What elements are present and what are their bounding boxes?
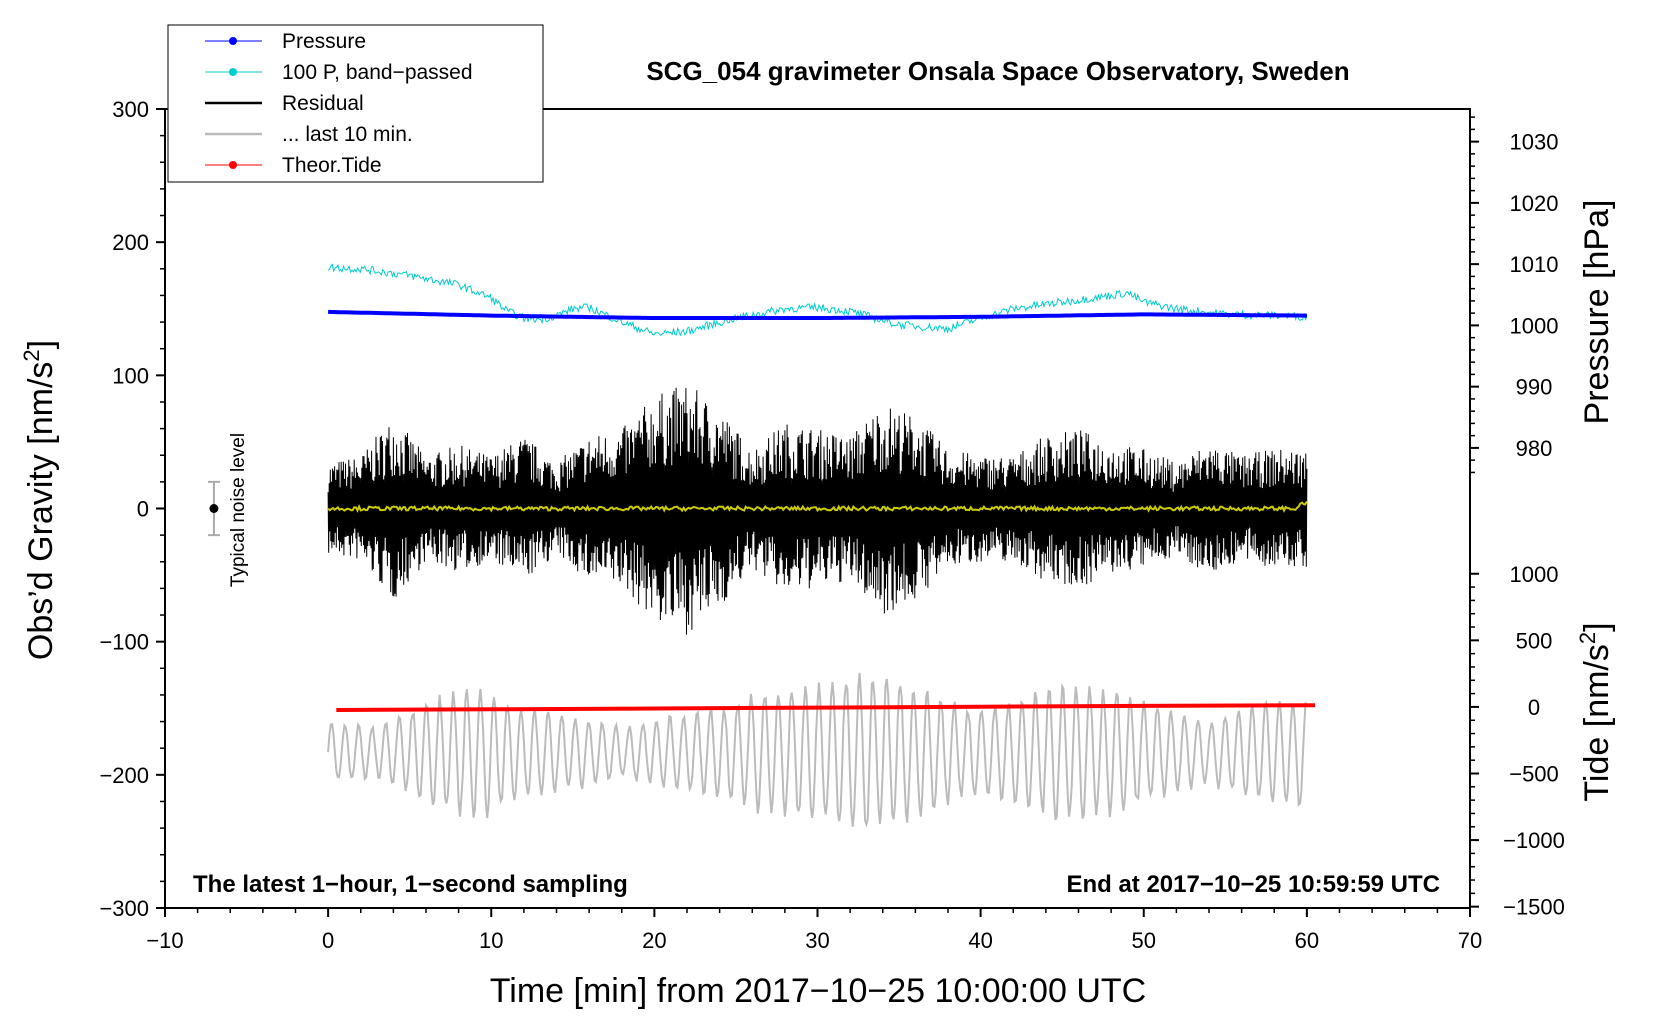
annotation-sampling: The latest 1−hour, 1−second sampling <box>193 871 628 898</box>
y-axis-left-label-close: ] <box>22 340 60 349</box>
legend-swatch-dot <box>229 161 237 169</box>
legend-label: Residual <box>282 92 364 115</box>
y-axis-left-label: Obs’d Gravity [nm/s2] <box>19 340 60 660</box>
noise-bar-dot <box>209 504 219 513</box>
pressure-tick-label: 1030 <box>1510 130 1559 155</box>
y-axis-right-tide-label: Tide [nm/s2] <box>1575 622 1616 801</box>
last-10-min-line <box>327 672 1308 828</box>
tide-line <box>336 703 1316 712</box>
noise-level-label: Typical noise level <box>228 433 249 587</box>
series-layer <box>327 263 1316 828</box>
tide-axis-ticks: 1000 500 0 −500 −1000 −1500 <box>1470 562 1565 920</box>
x-tick-label: 20 <box>642 928 666 953</box>
y-axis-left-ticks: 300 200 100 0 −100 −200 −300 <box>99 97 165 921</box>
y-left-tick-label: 200 <box>112 230 149 255</box>
x-tick-label: 40 <box>968 928 992 953</box>
pressure-tick-label: 1000 <box>1510 313 1559 338</box>
y-left-tick-label: −300 <box>99 896 149 921</box>
legend-label: 100 P, band−passed <box>282 61 473 84</box>
y-left-tick-label: −100 <box>99 630 149 655</box>
y-axis-right-tide-label-sup: 2 <box>1575 632 1600 644</box>
noise-bar <box>207 480 220 537</box>
pressure-tick-label: 1020 <box>1510 191 1559 216</box>
y-axis-left-label-main: Obs’d Gravity [nm/s <box>22 362 60 661</box>
residual-mean-line <box>327 500 1308 513</box>
residual-line <box>327 387 1308 635</box>
x-tick-label: 30 <box>805 928 829 953</box>
pressure-axis-ticks: 1030 1020 1010 1000 990 980 <box>1470 116 1559 474</box>
pressure-tick-label: 980 <box>1516 436 1553 461</box>
legend-label: ... last 10 min. <box>282 123 413 146</box>
pressure-line <box>328 309 1307 320</box>
x-tick-label: 50 <box>1132 928 1156 953</box>
y-axis-right-tide-label-main: Tide [nm/s <box>1578 644 1616 801</box>
legend-label: Theor.Tide <box>282 154 382 177</box>
pressure-bandpassed-line <box>327 263 1308 337</box>
annotation-end-time: End at 2017−10−25 10:59:59 UTC <box>1066 871 1440 898</box>
y-axis-left-label-sup: 2 <box>19 349 44 361</box>
pressure-tick-label: 1010 <box>1510 252 1559 277</box>
legend-swatch-dot <box>229 37 237 45</box>
y-left-tick-label: −200 <box>99 763 149 788</box>
y-left-tick-label: 300 <box>112 97 149 122</box>
tide-tick-label: 500 <box>1516 628 1553 653</box>
y-left-tick-label: 100 <box>112 363 149 388</box>
x-tick-label: 60 <box>1295 928 1319 953</box>
tide-tick-label: −1500 <box>1503 895 1565 920</box>
tide-tick-label: 0 <box>1528 695 1540 720</box>
x-tick-label: −10 <box>146 928 183 953</box>
legend-label: Pressure <box>282 30 366 53</box>
y-axis-right-pressure-label: Pressure [hPa] <box>1578 200 1616 425</box>
x-tick-label: 70 <box>1458 928 1482 953</box>
legend-swatch-dot <box>229 68 237 76</box>
y-left-tick-label: 0 <box>137 497 149 522</box>
x-axis-label: Time [min] from 2017−10−25 10:00:00 UTC <box>490 972 1146 1010</box>
legend: Pressure 100 P, band−passed Residual ... la… <box>167 24 544 183</box>
x-tick-label: 0 <box>322 928 334 953</box>
x-tick-label: 10 <box>479 928 503 953</box>
tide-tick-label: 1000 <box>1510 562 1559 587</box>
chart-title: SCG_054 gravimeter Onsala Space Observat… <box>646 56 1349 86</box>
x-axis-ticks: −10 0 10 20 30 40 50 60 70 <box>146 908 1482 953</box>
tide-tick-label: −1000 <box>1503 828 1565 853</box>
tide-tick-label: −500 <box>1509 762 1559 787</box>
pressure-tick-label: 990 <box>1516 375 1553 400</box>
y-axis-right-tide-label-close: ] <box>1578 622 1616 631</box>
